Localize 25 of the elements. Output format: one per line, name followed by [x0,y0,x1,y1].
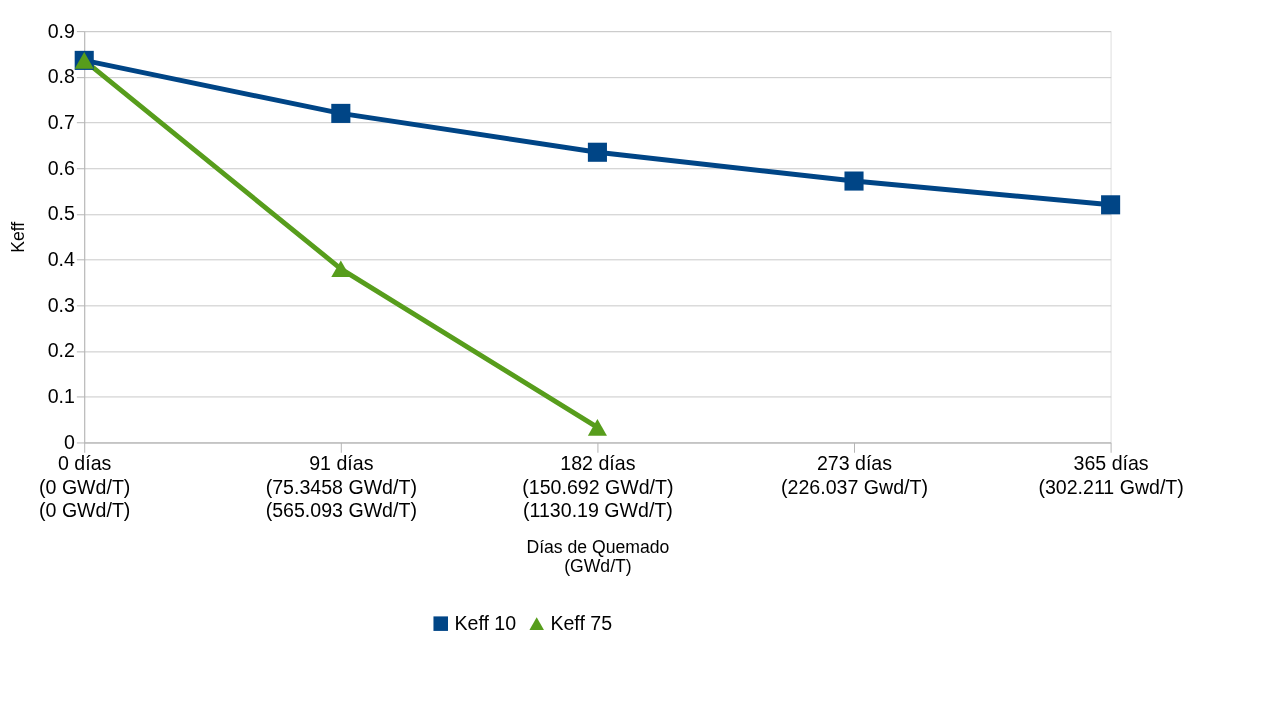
point [587,419,607,436]
x-tick-label: 0 días (0 GWd/T) (0 GWd/T) [39,452,131,522]
point [587,142,607,162]
point [331,103,351,123]
x-tick-label: 273 días (226.037 Gwd/T) [781,452,928,498]
point [1101,195,1121,215]
x-tick-label: 182 días (150.692 GWd/T) (1130.19 GWd/T) [522,452,674,522]
y-tick-label: 0.3 [47,293,76,316]
y-axis-title: Keff [8,221,29,253]
x-tick-label: 91 días (75.3458 GWd/T) (565.093 GWd/T) [265,452,417,522]
y-tick-label: 0.9 [47,19,75,42]
y-tick-label: 0.6 [47,156,76,179]
y-tick-label: 0.5 [47,202,76,225]
y-tick-label: 0.8 [47,65,76,88]
y-tick-label: 0.7 [47,110,75,133]
y-tick-label: 0 [64,430,76,453]
y-tick-label: 0.2 [47,339,75,362]
x-tick-label: 365 días (302.211 Gwd/T) [1038,452,1184,498]
point [844,171,864,191]
y-tick-label: 0.4 [47,248,76,271]
point [331,260,351,278]
y-tick-label: 0.1 [47,385,75,408]
legend-label: Keff 10 [454,611,517,634]
legend-label: Keff 75 [550,611,613,634]
x-axis-title: Días de Quemado (GWd/T) [526,536,670,577]
